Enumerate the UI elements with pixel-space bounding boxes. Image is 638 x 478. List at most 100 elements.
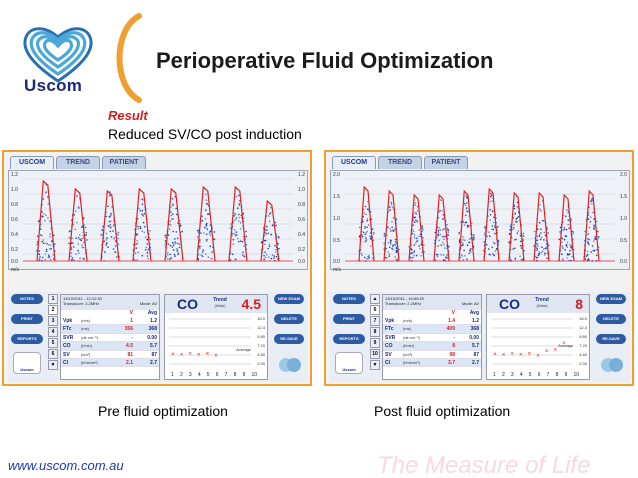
doppler-speckle — [589, 221, 592, 223]
exam-number[interactable]: 7 — [370, 316, 380, 326]
exam-number[interactable]: 8 — [370, 327, 380, 337]
uscom-badge: Uscom — [335, 352, 363, 374]
doppler-speckle — [48, 244, 50, 246]
doppler-speckle — [442, 259, 445, 261]
exam-number[interactable]: 5 — [48, 338, 58, 348]
trend-point: × — [188, 352, 192, 358]
tab-patient[interactable]: PATIENT — [424, 156, 468, 169]
doppler-speckle — [110, 226, 112, 229]
doppler-speckle — [418, 245, 420, 247]
doppler-speckle — [101, 228, 103, 231]
pre-caption: Pre fluid optimization — [98, 403, 228, 419]
doppler-speckle — [442, 254, 445, 256]
delete-button[interactable]: DELETE — [274, 314, 304, 324]
doppler-speckle — [147, 249, 149, 252]
doppler-speckle — [517, 230, 520, 232]
doppler-speckle — [146, 243, 148, 245]
doppler-speckle — [395, 258, 397, 261]
reports-button[interactable]: REPORTS — [333, 334, 365, 344]
trend-parameter[interactable]: CO — [177, 296, 198, 312]
tab-uscom[interactable]: USCOM — [332, 156, 376, 169]
exam-number[interactable]: 6 — [48, 349, 58, 359]
tab-uscom[interactable]: USCOM — [10, 156, 54, 169]
doppler-speckle — [233, 215, 236, 217]
doppler-speckle — [210, 257, 213, 260]
footer-url[interactable]: www.uscom.com.au — [8, 458, 124, 473]
doppler-speckle — [588, 238, 590, 241]
new-exam-button[interactable]: NEW EXAM — [596, 294, 626, 304]
re-save-button[interactable]: RE-SAVE — [274, 334, 304, 344]
param-value: 356 — [124, 326, 133, 333]
doppler-speckle — [169, 244, 172, 247]
delete-button[interactable]: DELETE — [596, 314, 626, 324]
doppler-speckle — [146, 251, 149, 254]
doppler-speckle — [237, 207, 239, 209]
velocity-trace — [458, 189, 475, 262]
doppler-speckle — [470, 250, 472, 253]
doppler-speckle — [416, 239, 419, 242]
param-avg: 5.7 — [472, 343, 479, 350]
exam-number[interactable]: 1 — [48, 294, 58, 304]
notes-button[interactable]: NOTES — [11, 294, 43, 304]
doppler-speckle — [466, 224, 469, 227]
doppler-speckle — [49, 235, 51, 238]
tab-trend[interactable]: TREND — [378, 156, 422, 169]
doppler-speckle — [522, 235, 525, 237]
trend-parameter[interactable]: CO — [499, 296, 520, 312]
y-unit: m/s — [11, 267, 20, 273]
exam-number[interactable]: 3 — [48, 316, 58, 326]
param-unit: (m/s) — [403, 318, 413, 323]
doppler-speckle — [515, 221, 517, 223]
doppler-speckle — [414, 211, 416, 214]
print-button[interactable]: PRINT — [333, 314, 365, 324]
doppler-speckle — [205, 233, 208, 235]
x-tick: 4 — [519, 372, 523, 378]
scroll-up-arrow[interactable]: ▲ — [370, 294, 380, 304]
notes-button[interactable]: NOTES — [333, 294, 365, 304]
velocity-trace — [164, 187, 184, 262]
doppler-speckle — [592, 211, 594, 214]
exam-number[interactable]: 9 — [370, 338, 380, 348]
doppler-speckle — [77, 237, 80, 239]
exam-number[interactable]: 4 — [48, 327, 58, 337]
doppler-speckle — [490, 194, 493, 196]
doppler-speckle — [484, 232, 486, 234]
doppler-speckle — [543, 248, 545, 250]
re-save-button[interactable]: RE-SAVE — [596, 334, 626, 344]
print-button[interactable]: PRINT — [11, 314, 43, 324]
doppler-speckle — [237, 220, 240, 222]
new-exam-button[interactable]: NEW EXAM — [274, 294, 304, 304]
doppler-speckle — [105, 232, 108, 235]
exam-number[interactable]: 10 — [370, 349, 380, 359]
doppler-speckle — [45, 191, 47, 193]
exam-number[interactable]: 2 — [48, 305, 58, 315]
doppler-speckle — [447, 229, 449, 232]
doppler-speckle — [114, 245, 117, 247]
doppler-speckle — [443, 238, 445, 240]
doppler-speckle — [445, 256, 447, 258]
doppler-speckle — [418, 229, 420, 231]
doppler-speckle — [39, 228, 42, 230]
doppler-speckle — [42, 215, 44, 218]
doppler-speckle — [204, 217, 207, 220]
doppler-speckle — [533, 230, 536, 233]
doppler-speckle — [494, 232, 496, 235]
param-row: SVR (ds·cm⁻⁵) - 0.00 — [61, 334, 159, 343]
doppler-speckle — [169, 258, 171, 260]
scroll-down-arrow[interactable]: ▼ — [48, 360, 58, 370]
reports-button[interactable]: REPORTS — [11, 334, 43, 344]
trend-tick: 9.80 — [257, 334, 265, 339]
param-value: 8 — [452, 343, 455, 350]
tab-patient[interactable]: PATIENT — [102, 156, 146, 169]
doppler-speckle — [245, 230, 247, 233]
param-row: CI (l/min/m²) 2.1 2.7 — [61, 358, 159, 368]
parameter-table: 13/10/2011 - 12:12:30 Transducer: 2.2MHz… — [60, 294, 160, 380]
doppler-speckle — [565, 215, 567, 217]
y-tick: 0.6 — [11, 217, 18, 223]
tab-trend[interactable]: TREND — [56, 156, 100, 169]
scroll-down-arrow[interactable]: ▼ — [370, 360, 380, 370]
param-avg: 87 — [473, 351, 479, 358]
doppler-speckle — [81, 246, 84, 249]
exam-number[interactable]: 6 — [370, 305, 380, 315]
y-tick: 1.2 — [11, 172, 18, 178]
